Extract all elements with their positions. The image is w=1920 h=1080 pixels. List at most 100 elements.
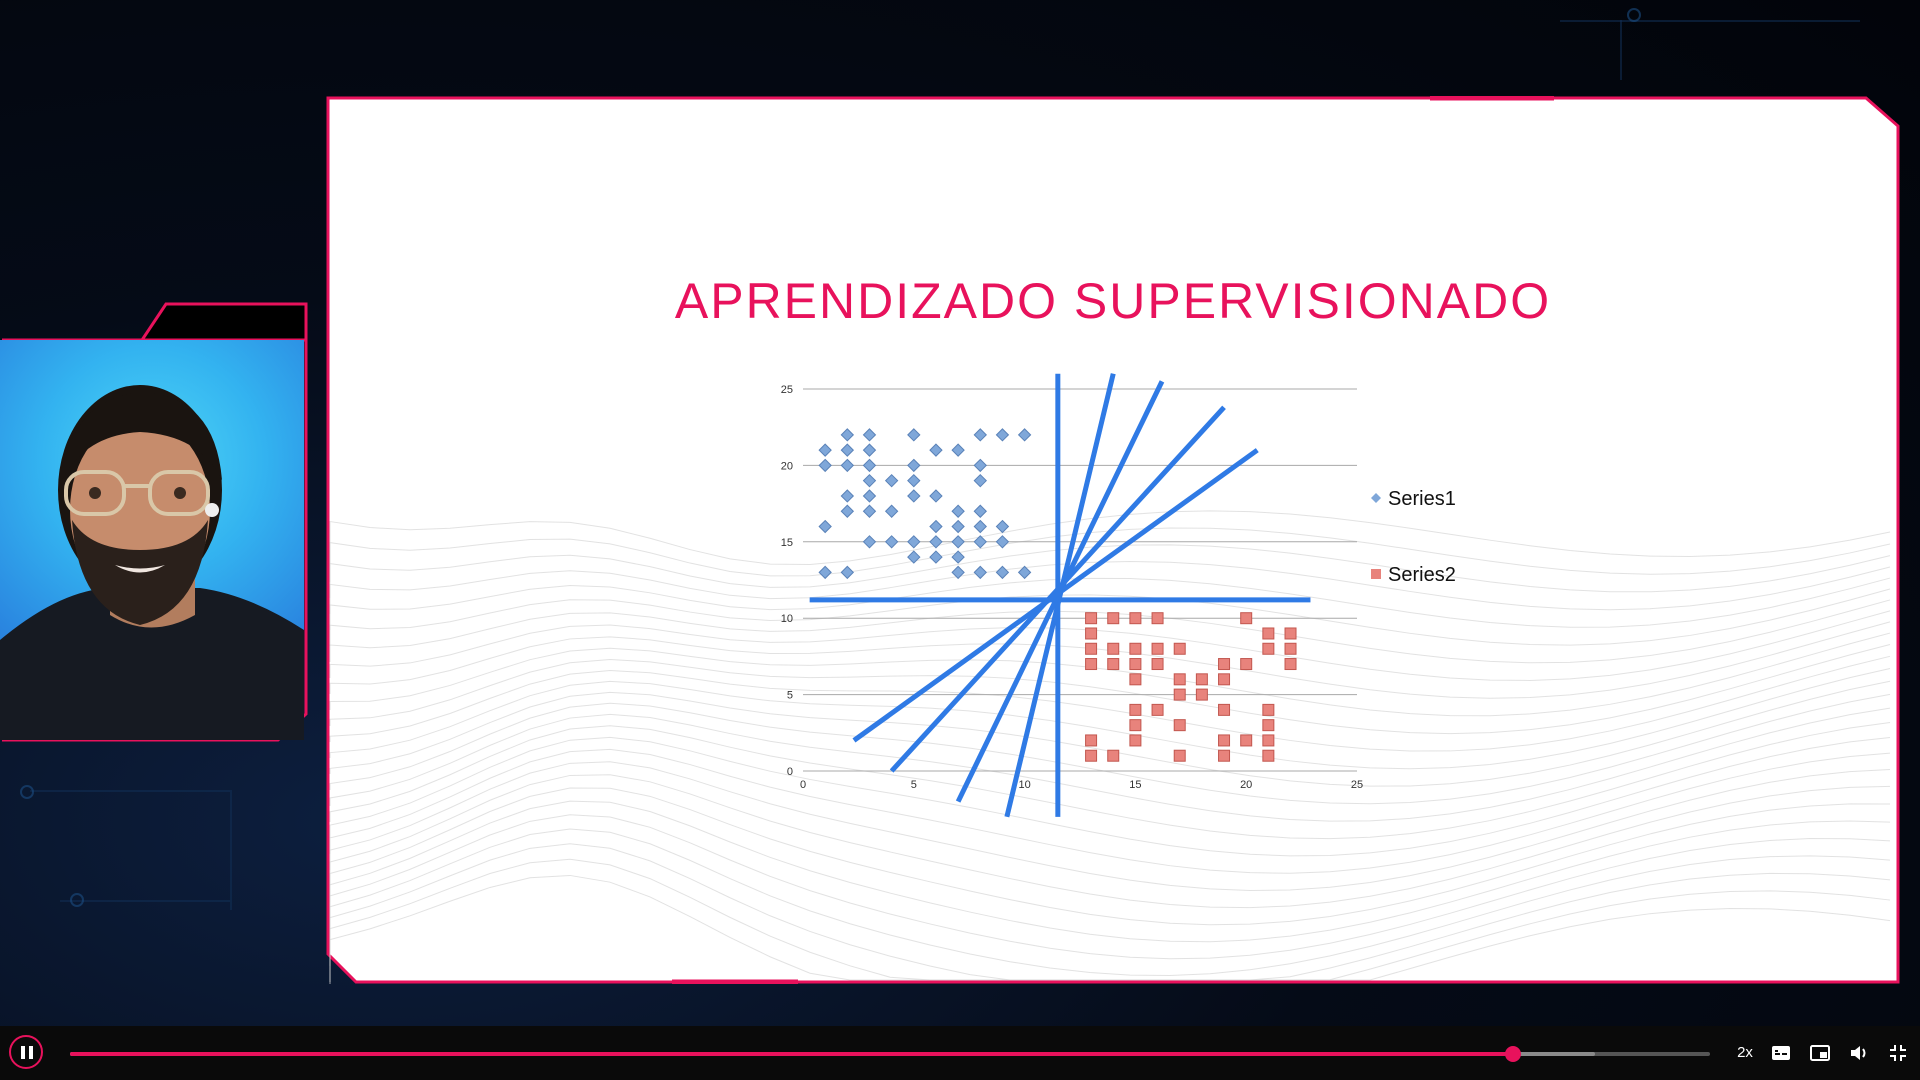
progress-played <box>70 1052 1514 1056</box>
exit-fullscreen-icon[interactable] <box>1886 1041 1910 1065</box>
series2-point <box>1284 627 1297 640</box>
series1-point <box>929 443 943 457</box>
series1-point <box>862 504 877 518</box>
series2-point <box>1262 642 1275 655</box>
legend-series1-marker <box>1371 493 1381 503</box>
series1-point <box>862 443 877 457</box>
series1-point <box>1017 565 1032 580</box>
circuit-decoration <box>30 790 230 792</box>
progress-bar[interactable] <box>70 1046 1710 1062</box>
series1-point <box>862 535 877 549</box>
series1-point <box>995 565 1010 580</box>
y-tick-label: 25 <box>781 384 793 396</box>
series1-point <box>973 519 987 534</box>
series2-point <box>1085 658 1098 671</box>
series1-point <box>995 535 1010 549</box>
wave-line <box>329 680 1891 787</box>
series1-point <box>907 458 921 473</box>
series1-point <box>840 443 855 457</box>
series2-point <box>1173 749 1186 762</box>
pause-button[interactable] <box>9 1035 43 1069</box>
series1-point <box>862 458 877 473</box>
series2-point <box>1129 642 1142 655</box>
wave-line <box>329 588 1891 646</box>
series2-point <box>1129 658 1142 671</box>
x-tick-label: 10 <box>1018 779 1030 791</box>
series1-point <box>818 458 832 473</box>
series2-point <box>1240 658 1253 671</box>
series2-point <box>1262 749 1275 762</box>
series1-point <box>884 504 899 518</box>
x-tick-label: 5 <box>911 779 917 791</box>
series1-point <box>907 428 921 442</box>
circuit-decoration <box>70 893 84 907</box>
subtitles-icon[interactable] <box>1769 1041 1793 1065</box>
x-tick-label: 15 <box>1129 779 1141 791</box>
circuit-decoration <box>20 785 34 799</box>
series2-point <box>1129 612 1142 625</box>
circuit-decoration <box>1560 20 1860 22</box>
pause-icon <box>21 1046 25 1059</box>
series2-point <box>1262 719 1275 732</box>
x-tick-label: 0 <box>800 779 806 791</box>
series1-point <box>929 550 943 564</box>
circuit-decoration <box>60 900 230 902</box>
progress-scrubber-handle[interactable] <box>1505 1046 1522 1062</box>
series2-point <box>1218 703 1231 716</box>
series1-point <box>929 535 943 549</box>
series2-point <box>1107 658 1120 671</box>
series1-point <box>840 458 855 473</box>
wave-line <box>329 561 1891 614</box>
separator-line-diag-2 <box>852 448 1259 743</box>
series1-point <box>951 535 965 549</box>
presenter-avatar <box>0 385 304 740</box>
series2-point <box>1240 612 1253 625</box>
volume-icon[interactable] <box>1847 1041 1871 1065</box>
series2-point <box>1262 734 1275 747</box>
series1-point <box>973 458 987 473</box>
series2-point <box>1151 703 1164 716</box>
series1-point <box>840 428 855 442</box>
series1-point <box>929 489 943 503</box>
series2-point <box>1085 749 1098 762</box>
series1-point <box>840 489 855 503</box>
y-tick-label: 15 <box>781 537 793 549</box>
wave-line <box>329 761 1891 891</box>
slide-title: APRENDIZADO SUPERVISIONADO <box>674 273 1552 329</box>
y-tick-label: 20 <box>781 460 793 472</box>
series2-point <box>1240 734 1253 747</box>
series1-point <box>973 565 987 580</box>
series2-point <box>1129 734 1142 747</box>
series2-point <box>1218 749 1231 762</box>
wave-line <box>329 655 1891 752</box>
series1-point <box>818 565 832 580</box>
series1-point <box>995 428 1010 442</box>
series2-point <box>1173 719 1186 732</box>
series1-point <box>884 473 899 488</box>
playback-speed-button[interactable]: 2x <box>1737 1044 1753 1061</box>
circuit-decoration <box>1620 20 1622 80</box>
series1-point <box>907 473 921 488</box>
wave-line <box>329 787 1891 926</box>
picture-in-picture-icon[interactable] <box>1808 1041 1832 1065</box>
wave-line <box>329 828 1891 977</box>
series1-point <box>973 428 987 442</box>
series2-point <box>1173 673 1186 686</box>
wave-line <box>329 599 1891 664</box>
wave-line <box>329 707 1891 822</box>
wave-line <box>329 722 1891 840</box>
video-controls-bar: 2x <box>0 1026 1920 1080</box>
series2-point <box>1085 627 1098 640</box>
presenter-video <box>0 340 304 740</box>
wave-line <box>329 874 1891 984</box>
series2-point <box>1218 658 1231 671</box>
series2-point <box>1218 673 1231 686</box>
series2-point <box>1262 627 1275 640</box>
series1-point <box>973 473 987 488</box>
presentation-slide: APRENDIZADO SUPERVISIONADO 0 5 10 15 20 25 0 5 1… <box>326 96 1900 984</box>
series1-point <box>951 550 965 564</box>
series2-point <box>1085 734 1098 747</box>
series2-point <box>1129 703 1142 716</box>
series1-point <box>973 504 987 518</box>
wave-line <box>329 544 1891 598</box>
